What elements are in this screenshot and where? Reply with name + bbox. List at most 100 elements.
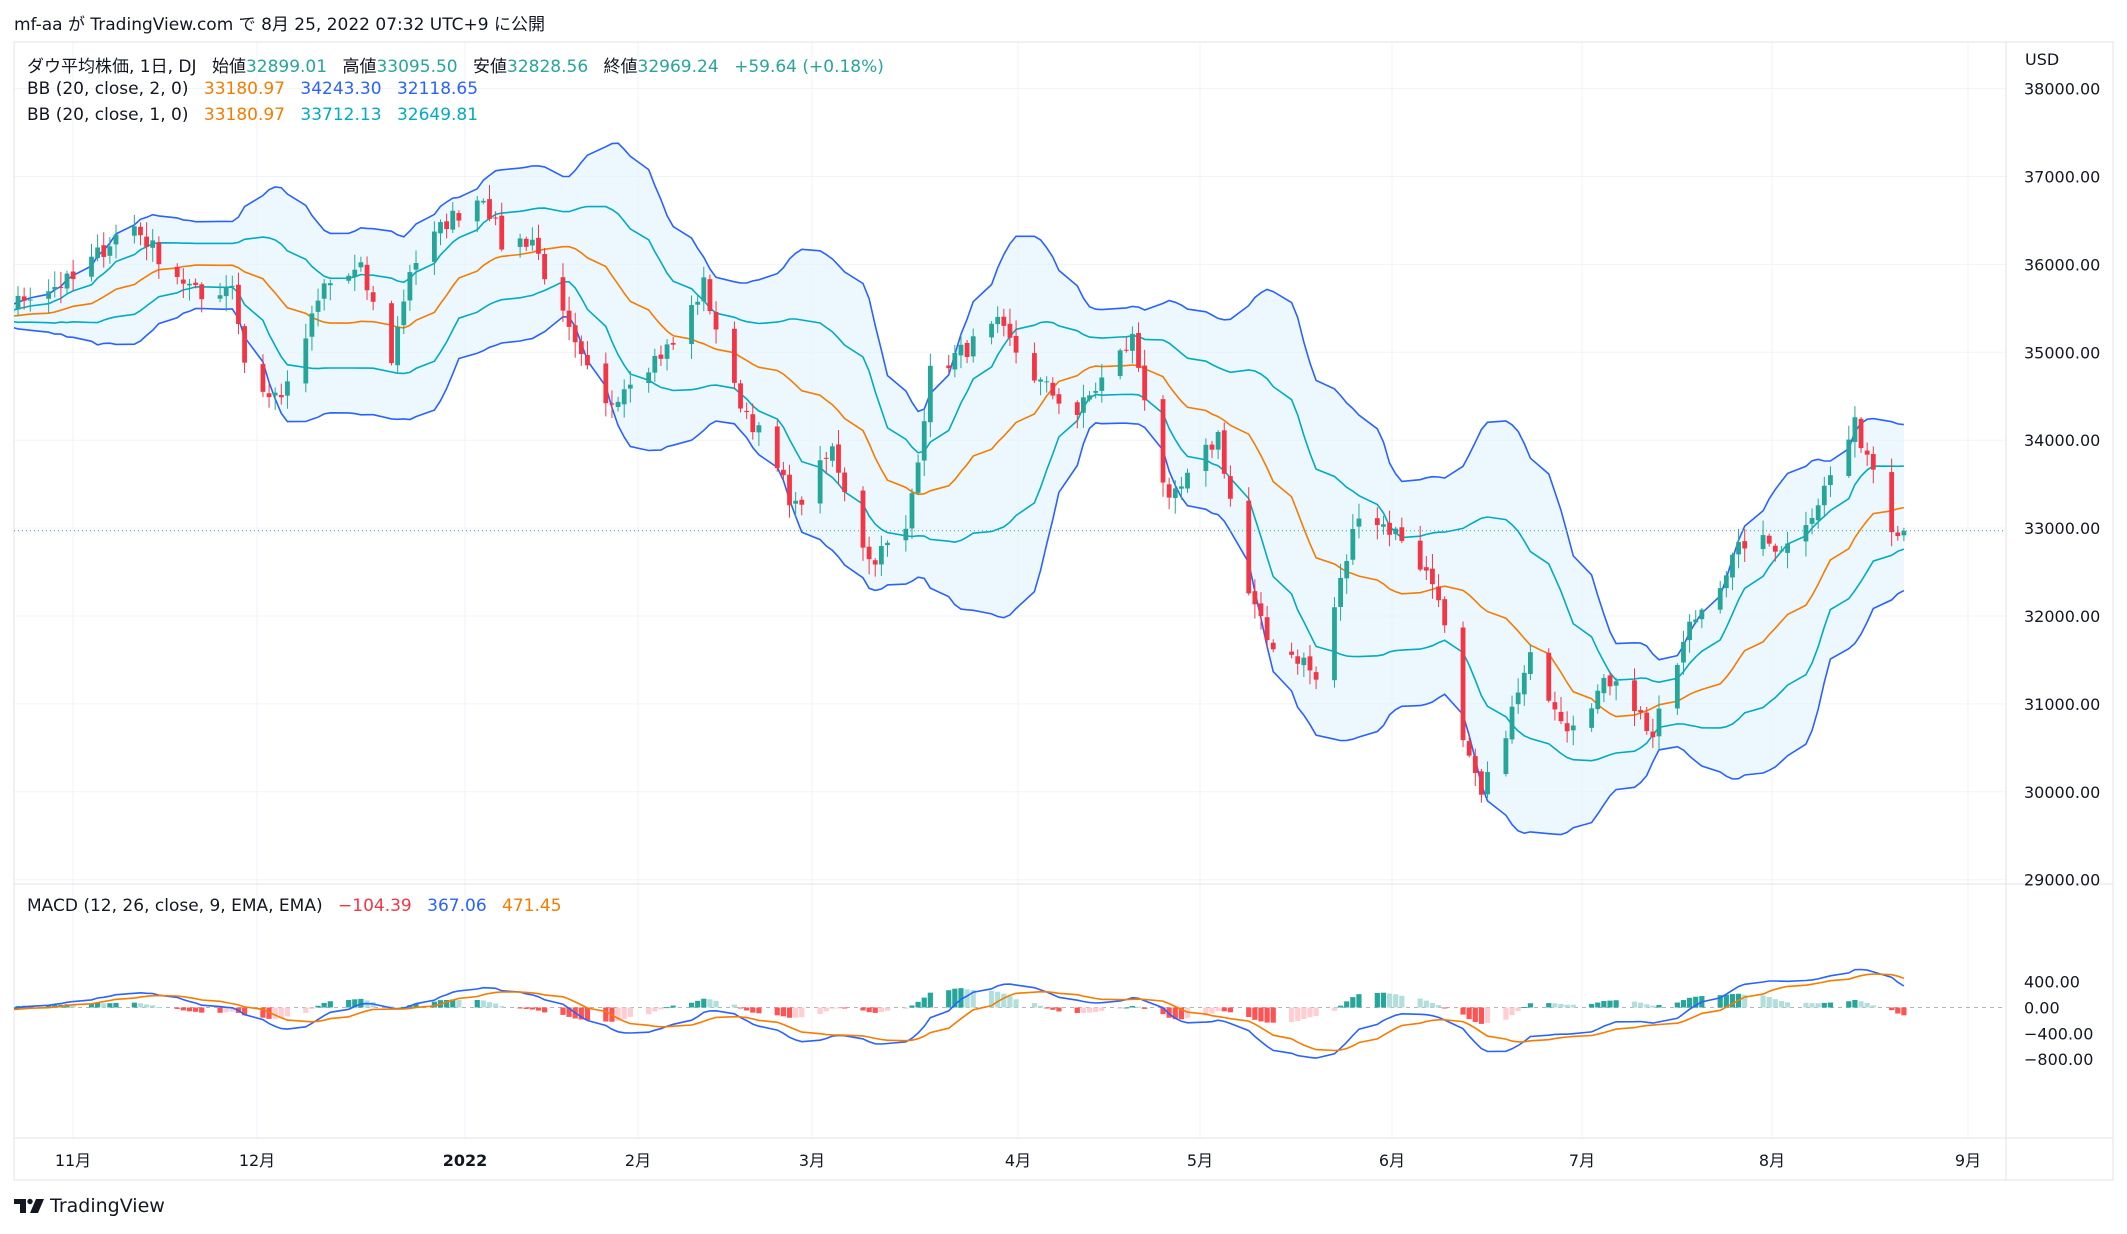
macd-histogram-bar [774, 1007, 780, 1016]
macd-histogram-bar [970, 989, 976, 1008]
macd-histogram-bar [223, 1007, 229, 1013]
candle [1221, 422, 1227, 479]
candle [995, 306, 1001, 333]
candle [1638, 706, 1644, 720]
candle-body [480, 200, 486, 203]
candle-body [695, 301, 701, 305]
tradingview-logo[interactable]: TradingView [14, 1195, 165, 1217]
macd-histogram-bar [1901, 1007, 1907, 1016]
currency-label[interactable]: USD [2025, 50, 2060, 69]
macd-histogram-bar [1166, 1007, 1172, 1018]
candle [474, 195, 480, 233]
candle [487, 185, 492, 222]
candle-body [646, 372, 652, 384]
candle-body [1074, 402, 1080, 415]
candle [1417, 525, 1423, 572]
bb2-upper: 34243.30 [300, 79, 382, 99]
candle-body [1215, 432, 1221, 450]
candle-body [27, 299, 33, 301]
candle [236, 272, 241, 335]
candle [1117, 348, 1123, 380]
candle [536, 224, 541, 260]
candle-body [14, 310, 15, 313]
candle [1479, 768, 1484, 803]
candle-body [1730, 554, 1735, 578]
macd-histogram-bar [174, 1007, 180, 1009]
macd-histogram-bar [456, 1000, 462, 1008]
price-tick-label: 35000.00 [2024, 343, 2100, 362]
macd-histogram-bar [1570, 1004, 1576, 1008]
macd-histogram-bar [646, 1007, 652, 1015]
macd-histogram-bar [46, 1005, 52, 1008]
candle-body [1442, 599, 1448, 626]
time-tick-label: 12月 [239, 1151, 275, 1170]
candle [1460, 621, 1466, 748]
macd-histogram-bar [88, 1003, 95, 1008]
candle-body [1564, 723, 1570, 732]
candle-body [1032, 353, 1037, 381]
candle [1644, 706, 1650, 735]
macd-histogram-bar [101, 1003, 107, 1008]
candle [1203, 438, 1209, 487]
candle-body [1742, 541, 1748, 549]
macd-histogram-bar [1215, 1007, 1221, 1012]
macd-histogram-bar [1478, 1007, 1485, 1024]
candle-body [1381, 524, 1386, 527]
candle [1803, 511, 1809, 557]
candle-body [46, 291, 52, 299]
candle-body [456, 213, 462, 221]
bb-lower-1sd-line [14, 280, 1905, 762]
candle [1185, 468, 1190, 493]
candle [701, 266, 707, 312]
candle-body [1828, 475, 1833, 486]
macd-histogram-bar [1013, 999, 1019, 1008]
candle [1123, 337, 1129, 353]
candle-body [1221, 430, 1227, 474]
candle [1430, 554, 1435, 599]
candle [517, 233, 523, 258]
macd-histogram-bar [229, 1007, 235, 1012]
macd-histogram-bar [866, 1007, 872, 1013]
candle [738, 379, 743, 413]
candle [1172, 480, 1178, 514]
macd-histogram-bar [1527, 1003, 1534, 1008]
candle-body [315, 300, 321, 312]
macd-histogram-bar [1221, 1007, 1227, 1012]
candle [321, 278, 327, 311]
candle-body [327, 283, 333, 286]
candle [695, 295, 701, 315]
candle-body [1178, 486, 1184, 489]
candle-body [1344, 561, 1350, 579]
macd-histogram-bar [315, 1005, 321, 1008]
candle-body [113, 234, 119, 245]
candle [450, 202, 456, 234]
candle [138, 222, 143, 246]
candle-body [70, 271, 76, 280]
macd-histogram-bar [517, 1007, 523, 1009]
macd-histogram-bar [1742, 994, 1748, 1008]
candle-body [1417, 540, 1423, 570]
candle-body [389, 303, 394, 364]
time-tick-label: 6月 [1379, 1151, 1405, 1170]
candle-body [1436, 586, 1441, 601]
macd-histogram-bar [1227, 1007, 1233, 1013]
macd-histogram-bar [1417, 998, 1423, 1008]
candle-body [707, 279, 713, 312]
macd-histogram-bar [927, 992, 933, 1008]
candle-body [1552, 702, 1558, 710]
candle-body [156, 242, 162, 265]
candle [223, 275, 229, 312]
macd-histogram-bar [1717, 995, 1723, 1008]
candle-body [885, 542, 890, 546]
macd-histogram-bar [627, 1007, 633, 1017]
candle-body [872, 560, 878, 565]
candle [909, 488, 915, 540]
candle [327, 279, 333, 301]
candle-body [701, 277, 707, 302]
bb-band-fill [14, 143, 1904, 835]
macd-histogram-bar [1589, 1003, 1595, 1008]
candle [58, 271, 64, 304]
candle [1742, 528, 1748, 562]
candle [272, 387, 278, 410]
macd-histogram-bar [346, 1000, 352, 1008]
